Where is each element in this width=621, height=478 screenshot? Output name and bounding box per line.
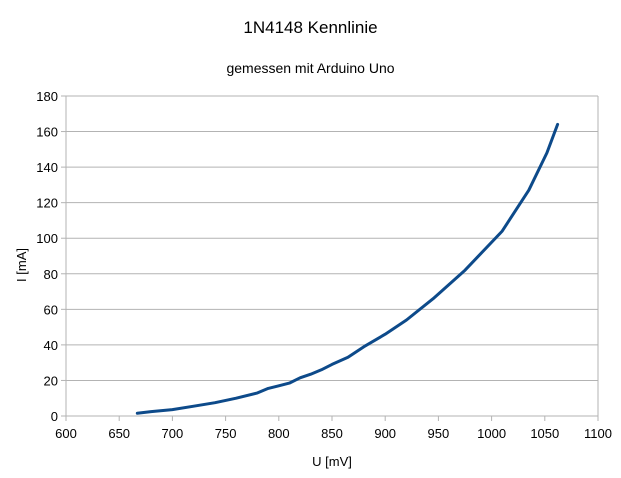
x-axis-label: U [mV]: [312, 454, 352, 469]
series-group: [135, 122, 560, 415]
x-tick-labels: 600 650 700 750 800 850 900 950 1000 1050 1100: [55, 426, 612, 441]
x-tick-label-10: 1100: [584, 426, 612, 441]
series-line-0: [135, 122, 560, 415]
x-tick-label-1: 650: [108, 426, 130, 441]
y-tick-label-5: 100: [36, 231, 58, 246]
chart-subtitle: gemessen mit Arduino Uno: [226, 60, 395, 76]
x-tick-label-5: 850: [321, 426, 343, 441]
y-tick-label-0: 0: [51, 409, 58, 424]
y-tick-label-4: 80: [44, 267, 58, 282]
axes: [61, 95, 599, 421]
x-tick-label-9: 1050: [530, 426, 559, 441]
grid-lines: [66, 95, 599, 416]
y-tick-label-7: 140: [36, 160, 58, 175]
x-tick-label-3: 750: [215, 426, 237, 441]
y-tick-label-2: 40: [44, 338, 58, 353]
x-tick-label-2: 700: [162, 426, 184, 441]
y-tick-label-3: 60: [44, 302, 58, 317]
y-tick-label-6: 120: [36, 196, 58, 211]
y-axis-label: I [mA]: [14, 248, 29, 282]
x-tick-label-7: 950: [428, 426, 450, 441]
x-tick-label-8: 1000: [477, 426, 506, 441]
chart-title: 1N4148 Kennlinie: [243, 18, 378, 37]
x-tick-label-4: 800: [268, 426, 290, 441]
y-tick-label-9: 180: [36, 89, 58, 104]
y-tick-labels: 0 20 40 60 80 100 120 140 160 180: [36, 89, 58, 424]
x-tick-label-0: 600: [55, 426, 77, 441]
y-tick-label-1: 20: [44, 373, 58, 388]
x-tick-label-6: 900: [374, 426, 396, 441]
y-tick-label-8: 160: [36, 125, 58, 140]
